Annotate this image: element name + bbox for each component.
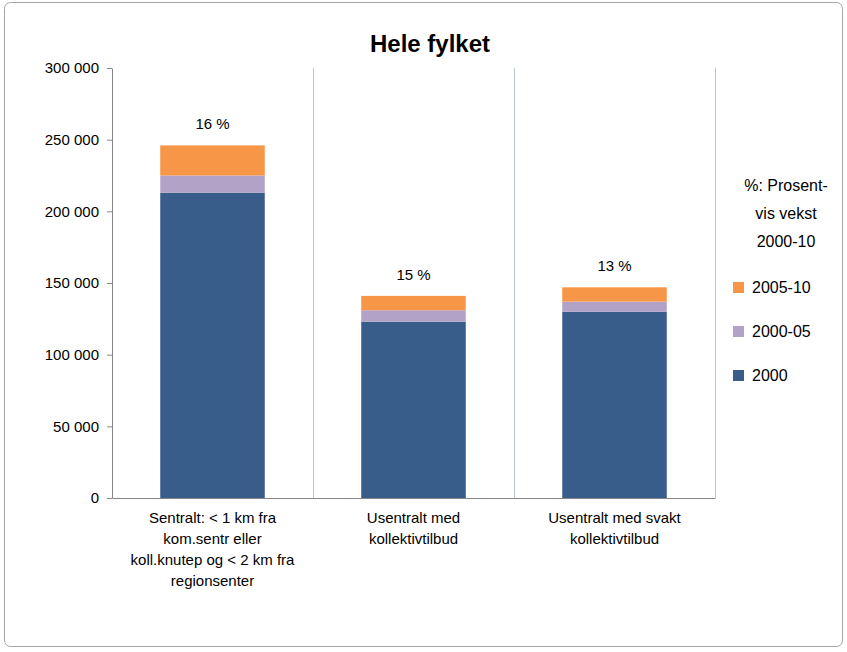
- legend-swatch: [733, 282, 744, 293]
- chart-title: Hele fylket: [370, 30, 490, 57]
- y-tick: 100 000: [45, 346, 112, 363]
- bar-segment: [361, 310, 466, 321]
- x-tick-label: Usentralt med svakt kollektivtilbud: [548, 509, 681, 547]
- y-tick-mark: [107, 68, 112, 69]
- y-tick-mark: [107, 426, 112, 427]
- grid: [314, 68, 716, 498]
- x-axis: Sentralt: < 1 km fra kom.sentr eller koll.…: [113, 498, 716, 589]
- y-tick-label: 250 000: [45, 131, 99, 148]
- bar-segment: [361, 322, 466, 498]
- x-tick-label-line: Sentralt: < 1 km fra: [149, 509, 277, 526]
- x-tick-label-line: kom.sentr eller: [163, 530, 261, 547]
- y-tick: 50 000: [53, 418, 112, 435]
- y-tick: 200 000: [45, 203, 112, 220]
- legend: %: Prosent-vis vekst 2000-10 2005-10 2000-0…: [733, 177, 828, 384]
- legend-label: 2000-05: [752, 323, 811, 340]
- legend-swatch: [733, 326, 744, 337]
- legend-title: %: Prosent-: [744, 177, 828, 194]
- legend-label: 2005-10: [752, 279, 811, 296]
- annotation-background: [587, 255, 641, 276]
- x-tick-label-line: kollektivtilbud: [369, 530, 458, 547]
- bars: [160, 145, 667, 498]
- y-tick-mark: [107, 498, 112, 499]
- x-tick-label-line: Usentralt med: [367, 509, 460, 526]
- legend-title: vis vekst: [755, 205, 817, 222]
- y-tick-label: 100 000: [45, 346, 99, 363]
- y-axis: 0 50 000 100 000 150 000 200 000 250 000 300 0…: [45, 59, 113, 506]
- x-tick-label-line: regionsenter: [171, 572, 254, 589]
- bar-segment: [562, 312, 667, 498]
- x-tick-label: Usentralt med kollektivtilbud: [367, 509, 460, 547]
- grid-line: [715, 68, 716, 498]
- x-axis-line: [113, 498, 716, 499]
- annotations: 16 % 15 % 13 %: [185, 113, 641, 285]
- y-tick: 0: [91, 489, 112, 506]
- y-tick-mark: [107, 211, 112, 212]
- y-tick-mark: [107, 140, 112, 141]
- x-tick-label-line: koll.knutep og < 2 km fra: [131, 551, 295, 568]
- bar-segment: [160, 176, 265, 193]
- bar-segment: [361, 296, 466, 310]
- y-tick-label: 0: [91, 489, 99, 506]
- legend-label: 2000: [752, 367, 788, 384]
- bar-segment: [160, 145, 265, 175]
- x-tick-label-line: Usentralt med svakt: [548, 509, 681, 526]
- chart: Hele fylket 0 50 000 100 000 150 000 200 000 2…: [0, 0, 847, 652]
- annotation: 13 %: [597, 257, 631, 274]
- y-tick-label: 50 000: [53, 418, 99, 435]
- y-axis-line: [112, 69, 113, 499]
- y-tick: 250 000: [45, 131, 112, 148]
- grid-line: [514, 68, 515, 498]
- legend-swatch: [733, 370, 744, 381]
- bar-segment: [562, 302, 667, 312]
- y-tick: 150 000: [45, 274, 112, 291]
- y-tick-mark: [107, 283, 112, 284]
- annotation: 16 %: [195, 115, 229, 132]
- y-tick-mark: [107, 355, 112, 356]
- bar-segment: [562, 287, 667, 301]
- bar-segment: [160, 193, 265, 498]
- grid-line: [313, 68, 314, 498]
- y-tick-label: 200 000: [45, 203, 99, 220]
- x-tick: Sentralt: < 1 km fra kom.sentr eller koll.…: [131, 498, 295, 589]
- legend-title: 2000-10: [757, 233, 816, 250]
- y-tick: 300 000: [45, 59, 112, 76]
- annotation: 15 %: [396, 266, 430, 283]
- y-tick-label: 300 000: [45, 59, 99, 76]
- x-tick: Usentralt med svakt kollektivtilbud: [548, 498, 681, 547]
- x-tick: Usentralt med kollektivtilbud: [367, 498, 460, 547]
- annotation-background: [185, 113, 239, 134]
- x-tick-label-line: kollektivtilbud: [570, 530, 659, 547]
- x-tick-label: Sentralt: < 1 km fra kom.sentr eller koll.…: [131, 509, 295, 589]
- y-tick-label: 150 000: [45, 274, 99, 291]
- annotation-background: [386, 264, 440, 285]
- chart-border: [5, 3, 843, 647]
